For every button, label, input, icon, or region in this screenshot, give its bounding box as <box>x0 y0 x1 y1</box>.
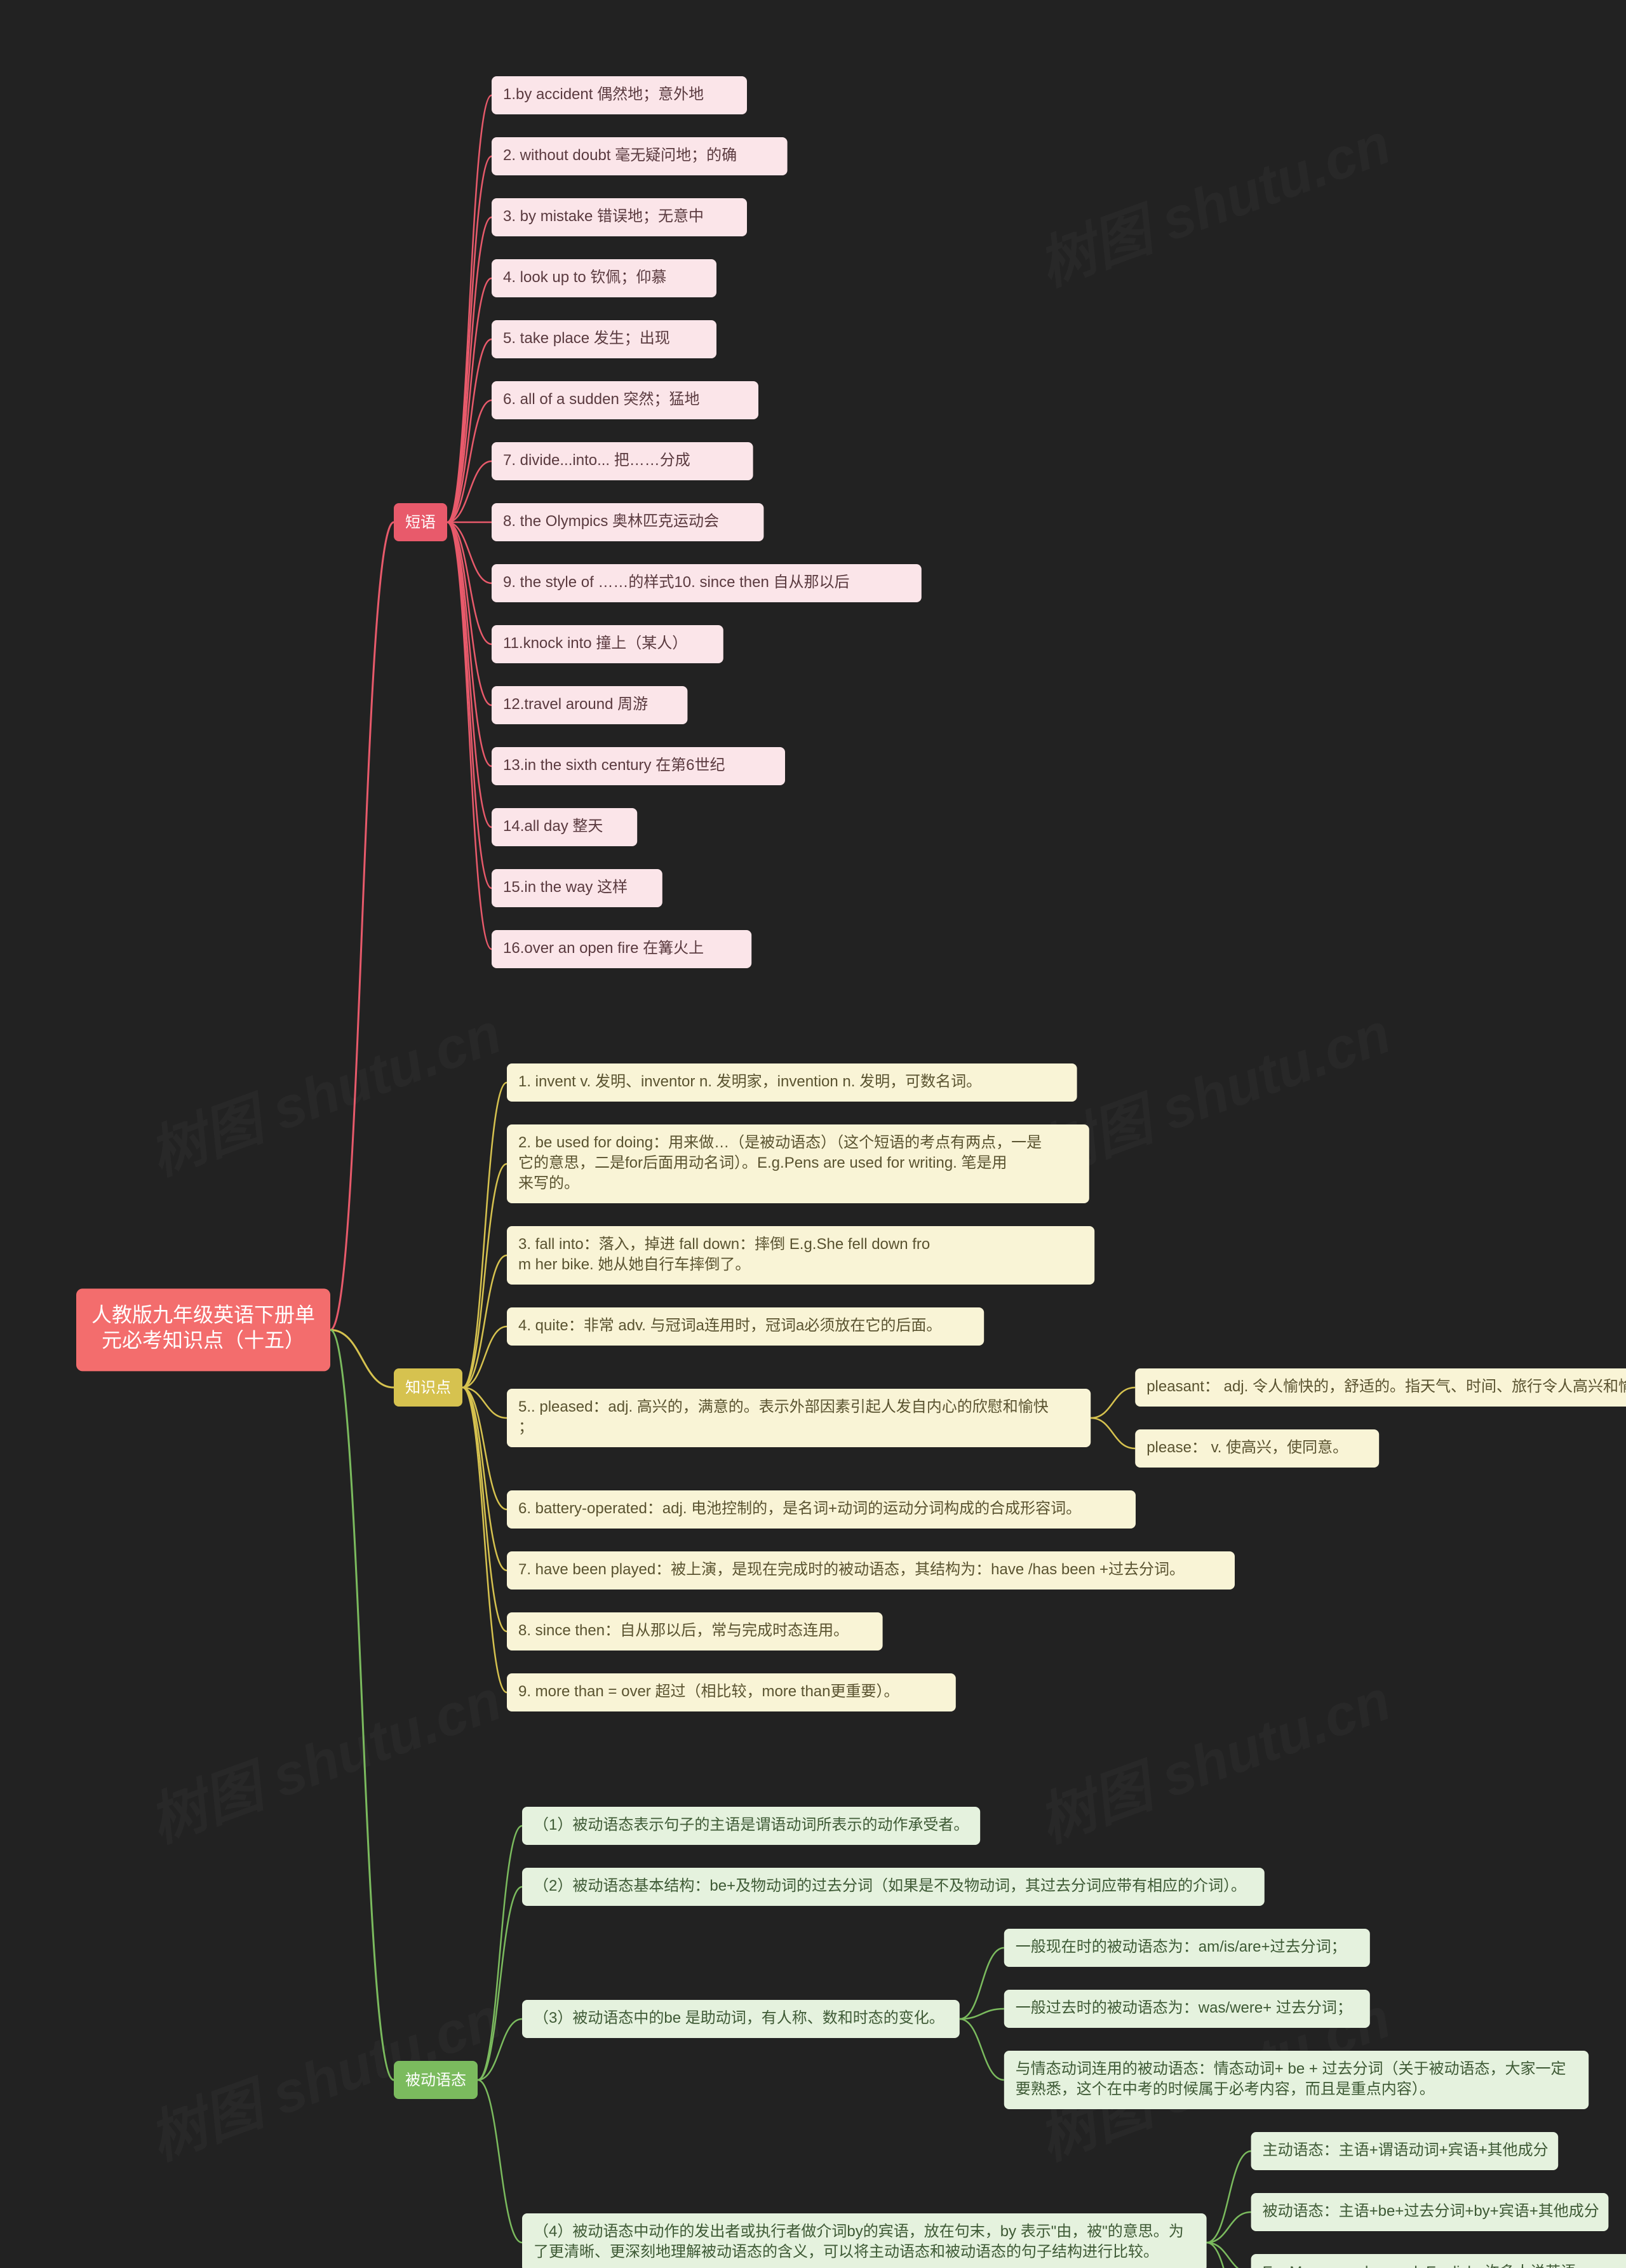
leaf-text: 6. battery-operated：adj. 电池控制的，是名词+动词的运动… <box>518 1500 1081 1517</box>
leaf-text: 11.knock into 撞上（某人） <box>503 635 687 652</box>
leaf-text: 4. look up to 钦佩；仰慕 <box>503 269 666 286</box>
leaf-text: 7. divide...into... 把……分成 <box>503 452 690 469</box>
leaf-text: 4. quite：非常 adv. 与冠词a连用时，冠词a必须放在它的后面。 <box>518 1317 941 1334</box>
leaf-text: please： v. 使高兴，使同意。 <box>1146 1439 1348 1456</box>
leaf-text: m her bike. 她从她自行车摔倒了。 <box>518 1256 750 1273</box>
leaf-text: 2. without doubt 毫无疑问地；的确 <box>503 147 737 164</box>
leaf-text: 一般过去时的被动语态为：was/were+ 过去分词； <box>1016 1999 1352 2016</box>
leaf-text: 要熟悉，这个在中考的时候属于必考内容，而且是重点内容）。 <box>1016 2081 1435 2098</box>
leaf-text: E.g.Many people speak English. 许多人说英语。 <box>1263 2264 1592 2268</box>
leaf-text: 3. by mistake 错误地；无意中 <box>503 208 704 225</box>
leaf-text: 主动语态：主语+谓语动词+宾语+其他成分 <box>1263 2142 1549 2159</box>
leaf-text: （2）被动语态基本结构：be+及物动词的过去分词（如果是不及物动词，其过去分词应… <box>534 1877 1246 1894</box>
leaf-text: 9. the style of ……的样式10. since then 自从那以… <box>503 574 850 591</box>
leaf-text: 3. fall into：落入，掉进 fall down：摔倒 E.g.She … <box>518 1236 930 1253</box>
leaf-text: 5.. pleased：adj. 高兴的，满意的。表示外部因素引起人发自内心的欣… <box>518 1398 1049 1415</box>
leaf-text: 1. invent v. 发明、inventor n. 发明家，inventio… <box>518 1073 981 1090</box>
leaf-text: 与情态动词连用的被动语态：情态动词+ be + 过去分词（关于被动语态，大家一定 <box>1016 2060 1566 2077</box>
leaf-text: （1）被动语态表示句子的主语是谓语动词所表示的动作承受者。 <box>534 1816 969 1833</box>
leaf-node <box>1004 2051 1589 2109</box>
branch-label: 知识点 <box>405 1379 451 1396</box>
leaf-text: 一般现在时的被动语态为：am/is/are+过去分词； <box>1016 1938 1347 1955</box>
leaf-text: 7. have been played：被上演，是现在完成时的被动语态，其结构为… <box>518 1561 1185 1578</box>
leaf-text: 12.travel around 周游 <box>503 696 648 713</box>
leaf-text: （4）被动语态中动作的发出者或执行者做介词by的宾语，放在句末，by 表示"由，… <box>534 2223 1184 2240</box>
root-label-2: 元必考知识点（十五） <box>102 1328 305 1351</box>
leaf-text: 15.in the way 这样 <box>503 879 628 896</box>
leaf-text: 它的意思，二是for后面用动名词）。E.g.Pens are used for … <box>518 1154 1007 1171</box>
leaf-text: 2. be used for doing：用来做…（是被动语态）（这个短语的考点… <box>518 1134 1042 1151</box>
leaf-text: 14.all day 整天 <box>503 818 603 835</box>
leaf-text: （3）被动语态中的be 是助动词，有人称、数和时态的变化。 <box>534 2009 944 2027</box>
leaf-text: 被动语态：主语+be+过去分词+by+宾语+其他成分 <box>1263 2203 1599 2220</box>
leaf-text: 6. all of a sudden 突然；猛地 <box>503 391 699 408</box>
leaf-node <box>507 1226 1094 1285</box>
branch-label: 短语 <box>405 514 436 531</box>
leaf-text: 8. the Olympics 奥林匹克运动会 <box>503 513 719 530</box>
leaf-text: 了更清晰、更深刻地理解被动语态的含义，可以将主动语态和被动语态的句子结构进行比较… <box>534 2243 1159 2260</box>
leaf-text: 8. since then：自从那以后，常与完成时态连用。 <box>518 1622 849 1639</box>
root-label-1: 人教版九年级英语下册单 <box>91 1303 315 1326</box>
branch-label: 被动语态 <box>405 2072 466 2089</box>
leaf-text: ； <box>518 1419 534 1436</box>
leaf-text: 5. take place 发生；出现 <box>503 330 670 347</box>
leaf-node <box>507 1389 1091 1447</box>
leaf-text: 16.over an open fire 在篝火上 <box>503 940 704 957</box>
leaf-text: 9. more than = over 超过（相比较，more than更重要）… <box>518 1683 899 1700</box>
leaf-text: pleasant： adj. 令人愉快的，舒适的。指天气、时间、旅行令人高兴和愉… <box>1146 1378 1626 1395</box>
leaf-text: 来写的。 <box>518 1175 579 1192</box>
leaf-text: 13.in the sixth century 在第6世纪 <box>503 757 725 774</box>
leaf-text: 1.by accident 偶然地；意外地 <box>503 86 704 103</box>
